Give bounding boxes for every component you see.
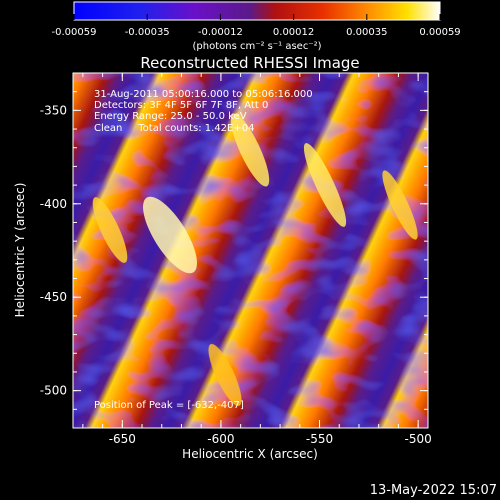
colorbar-unit-label: (photons cm⁻² s⁻¹ asec⁻²) [192, 41, 321, 52]
y-tick-label: -450 [40, 290, 67, 304]
x-axis-ticks: -650 -600 -550 -500 [82, 73, 432, 446]
x-axis-label: Heliocentric X (arcsec) [182, 447, 318, 461]
plot-frame [72, 72, 429, 429]
y-axis-ticks: -350 -400 -450 -500 [40, 72, 428, 429]
y-axis-label: Heliocentric Y (arcsec) [13, 183, 27, 318]
x-tick-label: -550 [306, 432, 333, 446]
peak-position-label: Position of Peak = [-632,-407] [94, 400, 244, 411]
annotation-time-range: 31-Aug-2011 05:00:16.000 to 05:06:16.000 [94, 89, 313, 100]
colorbar-tick-label: 0.00059 [419, 27, 460, 38]
x-tick-label: -500 [405, 432, 432, 446]
colorbar-tick-label: 0.00035 [346, 27, 387, 38]
y-tick-label: -400 [40, 197, 67, 211]
annotation-block: 31-Aug-2011 05:00:16.000 to 05:06:16.000… [94, 89, 313, 134]
colorbar-tick-label: -0.00035 [125, 27, 170, 38]
plot-title: Reconstructed RHESSI Image [140, 54, 359, 72]
colorbar-ticks [73, 14, 441, 20]
y-tick-label: -350 [40, 103, 67, 117]
x-tick-label: -650 [109, 432, 136, 446]
heatmap-image [73, 73, 428, 428]
colorbar-tick-labels: -0.00059 -0.00035 -0.00012 0.00012 0.00035 0.… [52, 27, 461, 38]
annotation-detectors: Detectors: 3F 4F 5F 6F 7F 8F, Att 0 [94, 100, 268, 111]
annotation-energy-range: Energy Range: 25.0 - 50.0 keV [94, 111, 247, 122]
annotation-clean-counts: Clean Total counts: 1.42E+04 [94, 123, 254, 134]
colorbar-tick-label: 0.00012 [273, 27, 314, 38]
render-timestamp: 13-May-2022 15:07 [370, 483, 497, 498]
y-tick-label: -500 [40, 384, 67, 398]
x-tick-label: -600 [207, 432, 234, 446]
colorbar-tick-label: -0.00012 [198, 27, 243, 38]
colorbar-tick-label: -0.00059 [52, 27, 97, 38]
colorbar-gradient [73, 1, 441, 21]
colorbar: -0.00059 -0.00035 -0.00012 0.00012 0.00035 0.… [52, 1, 461, 52]
